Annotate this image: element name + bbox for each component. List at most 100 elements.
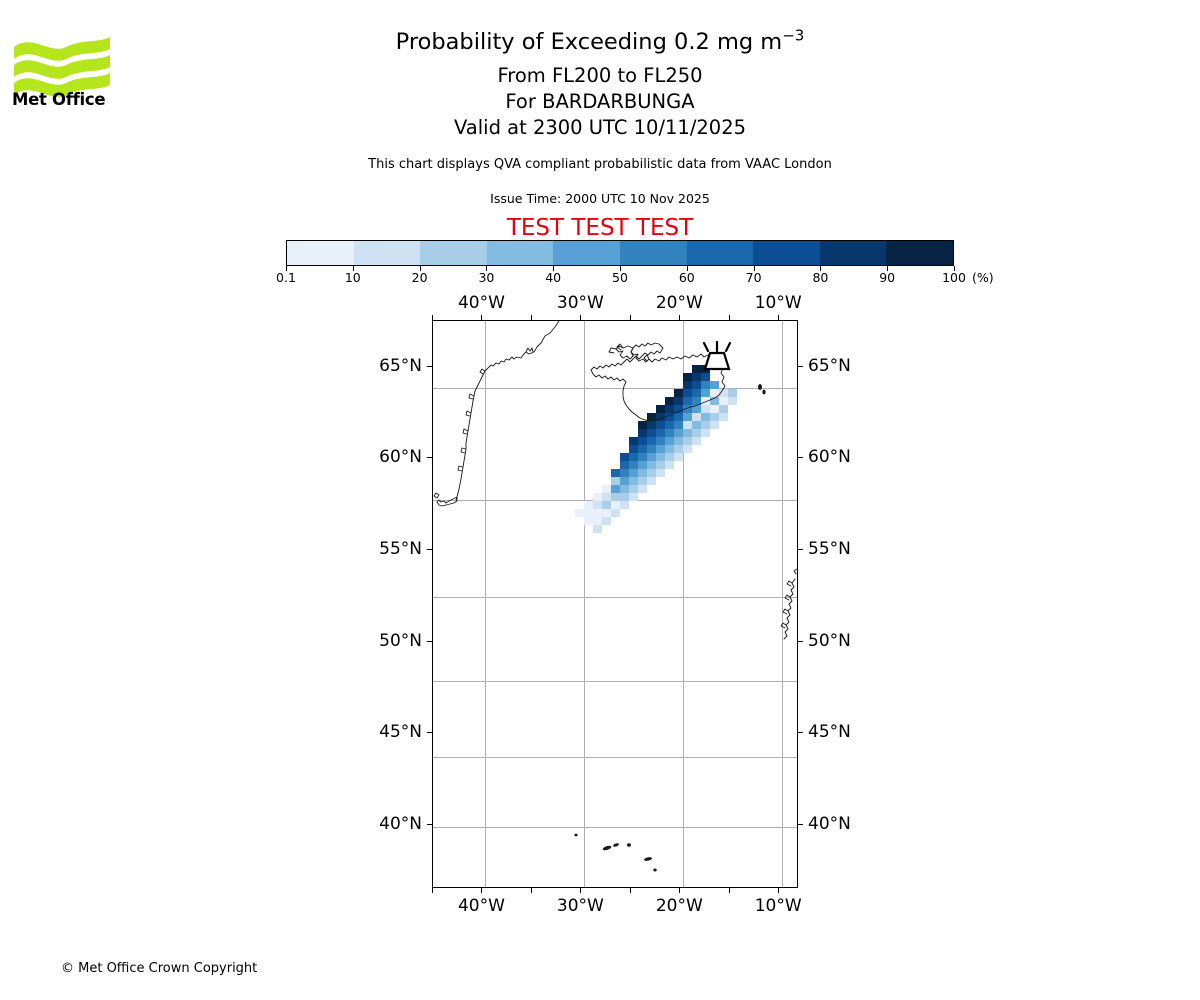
- colorbar-label-50: 50: [612, 270, 628, 285]
- volcano-plume-left: [702, 341, 710, 353]
- colorbar-segment-0: [287, 241, 354, 265]
- logo-waves: [14, 37, 110, 97]
- lat-label-left-5: 65°N: [379, 355, 422, 376]
- greenland-fjords: [525, 347, 534, 353]
- volcano-symbol: [702, 340, 732, 371]
- lat-label-left-1: 45°N: [379, 722, 422, 743]
- lat-tick-left-3: [427, 549, 432, 551]
- greenland-islet: [433, 492, 440, 499]
- colorbar-tick-7: [753, 266, 755, 271]
- lon-tick-top-0: [432, 315, 433, 320]
- colorbar-tick-10: [954, 266, 955, 271]
- british-isles-detail-3: [782, 608, 789, 615]
- british-isles-detail-2: [784, 594, 791, 601]
- colorbar-tick-8: [820, 266, 822, 271]
- lat-tick-left-2: [427, 640, 432, 642]
- colorbar-label-30: 30: [478, 270, 495, 285]
- colorbar-tick-1: [352, 266, 354, 271]
- copyright-notice: © Met Office Crown Copyright: [61, 961, 258, 976]
- iceland-coastline: [590, 342, 726, 422]
- colorbar-segment-9: [886, 241, 953, 265]
- azores-islands: [574, 833, 657, 872]
- lon-label-top-2: 20°W: [655, 293, 703, 313]
- colorbar-label-10: 10: [344, 270, 361, 285]
- british-isles-detail-4: [780, 622, 787, 629]
- page-title-text: Probability of Exceeding 0.2 mg m: [395, 29, 783, 55]
- british-isles-detail-5: [793, 568, 797, 575]
- lon-tick-top-6: [728, 315, 730, 320]
- lon-tick-bottom-6: [728, 888, 730, 893]
- greenland-inlet-4: [462, 428, 469, 435]
- lat-label-left-0: 40°N: [379, 813, 422, 834]
- lat-label-left-3: 55°N: [379, 539, 422, 560]
- colorbar-label-100: 100: [942, 270, 966, 285]
- lon-tick-top-1: [481, 315, 483, 320]
- lat-tick-left-4: [427, 457, 432, 459]
- subtitle-volcano: For BARDARBUNGA: [505, 90, 695, 113]
- colorbar-tick-4: [553, 266, 555, 271]
- colorbar-gradient: [286, 240, 954, 266]
- colorbar-ticks: [286, 266, 955, 276]
- qva-compliance-note: This chart displays QVA compliant probab…: [368, 157, 832, 172]
- lon-label-top-1: 30°W: [556, 293, 604, 313]
- lat-label-left-4: 60°N: [379, 447, 422, 468]
- lon-tick-bottom-4: [629, 888, 631, 893]
- colorbar-tick-2: [419, 266, 421, 271]
- lon-tick-top-3: [580, 315, 582, 320]
- lon-label-bottom-3: 10°W: [754, 896, 802, 916]
- lat-label-right-0: 40°N: [808, 813, 851, 834]
- issue-time-label: Issue Time: 2000 UTC 10 Nov 2025: [490, 191, 710, 206]
- subtitle-flight-levels: From FL200 to FL250: [497, 64, 703, 87]
- colorbar-segment-3: [486, 241, 554, 265]
- lon-label-bottom-0: 40°W: [457, 896, 505, 916]
- met-office-logo: [14, 37, 110, 97]
- lat-tick-right-5: [798, 365, 803, 367]
- map-canvas: [433, 321, 797, 887]
- greenland-inlet-3: [465, 410, 472, 417]
- british-isles-detail-1: [786, 580, 793, 587]
- greenland-inlet-6: [457, 465, 464, 472]
- british-isles-coastline: [783, 578, 796, 640]
- iceland-westfjord-1: [616, 343, 624, 351]
- coastlines: [433, 321, 797, 872]
- lon-label-top-3: 10°W: [754, 293, 802, 313]
- colorbar-segment-5: [619, 241, 687, 265]
- lon-tick-bottom-3: [580, 888, 582, 893]
- lon-tick-bottom-2: [530, 888, 532, 893]
- lat-label-right-4: 60°N: [808, 447, 851, 468]
- lon-tick-bottom-7: [778, 888, 780, 893]
- colorbar-label-80: 80: [812, 270, 829, 285]
- colorbar-segment-8: [819, 241, 887, 265]
- lat-tick-right-0: [798, 823, 803, 825]
- lat-tick-left-5: [427, 365, 432, 367]
- lon-label-bottom-2: 20°W: [655, 896, 703, 916]
- lat-label-right-1: 45°N: [808, 722, 851, 743]
- map-plot-area: [432, 320, 798, 888]
- probability-colorbar: [286, 240, 954, 266]
- faroe-islands: [758, 384, 766, 395]
- volcano-cone: [703, 351, 731, 371]
- ash-probability-plume: [575, 365, 737, 533]
- map-gridlines: [433, 321, 797, 887]
- lat-tick-left-0: [427, 823, 432, 825]
- colorbar-tick-0: [286, 266, 287, 271]
- test-banner: TEST TEST TEST: [506, 215, 694, 241]
- greenland-inlet-1: [479, 368, 486, 375]
- colorbar-segment-1: [353, 241, 421, 265]
- met-office-wordmark: Met Office: [12, 90, 106, 109]
- colorbar-label-90: 90: [879, 270, 896, 285]
- lat-label-right-3: 55°N: [808, 539, 851, 560]
- page-title-exponent: −3: [782, 26, 805, 45]
- subtitle-valid-time: Valid at 2300 UTC 10/11/2025: [453, 116, 747, 139]
- colorbar-tick-6: [686, 266, 688, 271]
- colorbar-segment-4: [553, 241, 620, 265]
- greenland-south-tip: [436, 496, 458, 507]
- colorbar-label-70: 70: [745, 270, 762, 285]
- lat-tick-right-1: [798, 732, 803, 734]
- colorbar-tick-9: [887, 266, 889, 271]
- colorbar-tick-3: [486, 266, 488, 271]
- greenland-coastline: [455, 321, 560, 501]
- greenland-inlet-5: [460, 447, 467, 454]
- lat-label-right-5: 65°N: [808, 355, 851, 376]
- lat-label-left-2: 50°N: [379, 630, 422, 651]
